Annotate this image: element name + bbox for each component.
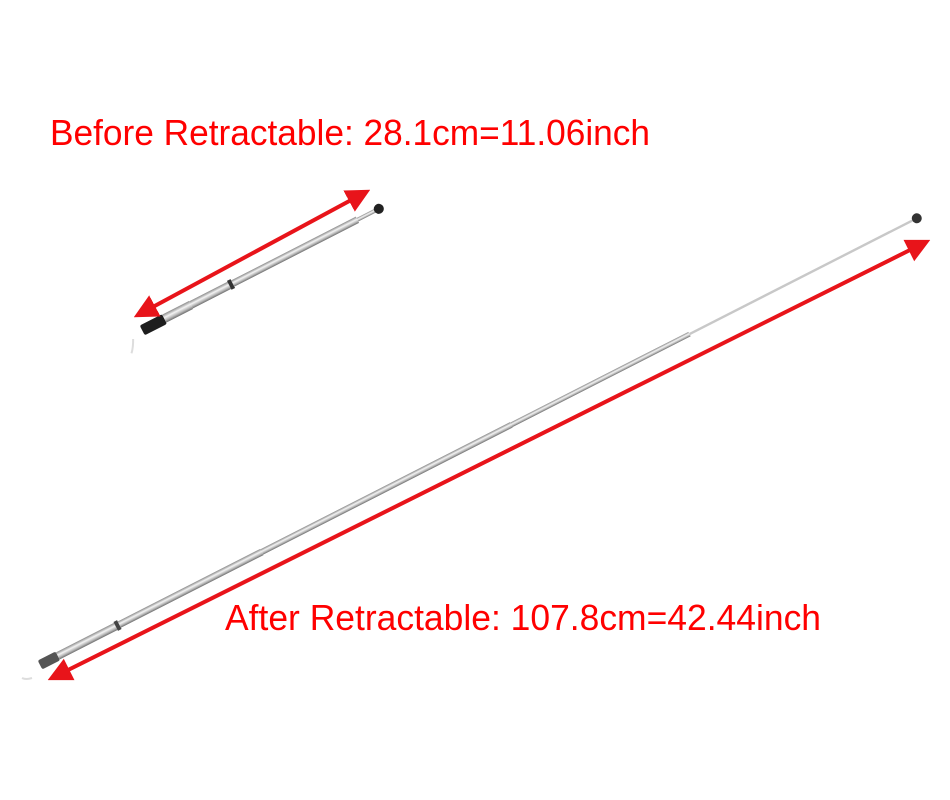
before-retractable-label: Before Retractable: 28.1cm=11.06inch bbox=[50, 112, 650, 153]
retracted-antenna bbox=[130, 203, 384, 354]
before-double-arrow bbox=[133, 189, 371, 318]
after-retractable-label: After Retractable: 107.8cm=42.44inch bbox=[225, 597, 821, 638]
after-double-arrow bbox=[47, 239, 931, 681]
